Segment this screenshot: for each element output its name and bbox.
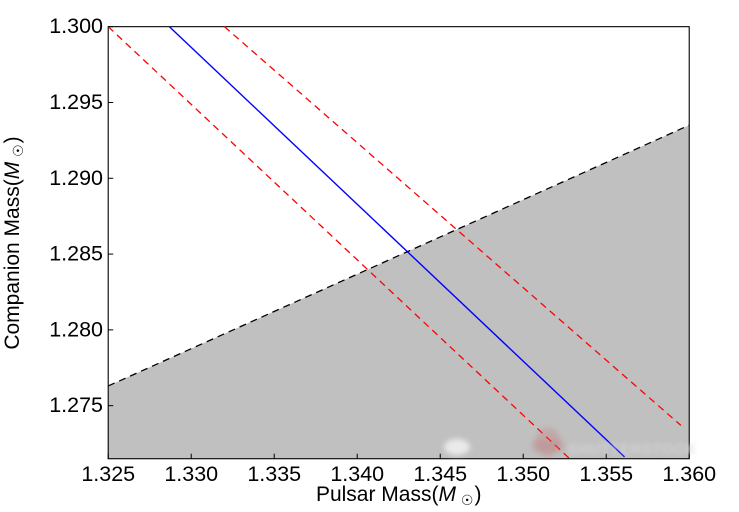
svg-text:1.355: 1.355 bbox=[579, 462, 633, 486]
svg-text:Pulsar Mass(M ☉): Pulsar Mass(M ☉) bbox=[316, 483, 481, 508]
svg-text:1.295: 1.295 bbox=[49, 90, 103, 114]
svg-text:Companion Mass(M ☉): Companion Mass(M ☉) bbox=[1, 136, 26, 349]
svg-text:1.325: 1.325 bbox=[81, 462, 135, 486]
svg-text:1.280: 1.280 bbox=[49, 317, 103, 341]
svg-text:SHUTTERSTOCK: SHUTTERSTOCK bbox=[567, 441, 696, 458]
svg-text:1.360: 1.360 bbox=[662, 462, 716, 486]
svg-text:1.285: 1.285 bbox=[49, 242, 103, 266]
svg-text:1.300: 1.300 bbox=[49, 14, 103, 38]
svg-text:1.350: 1.350 bbox=[496, 462, 550, 486]
svg-text:1.275: 1.275 bbox=[49, 393, 103, 417]
svg-text:1.335: 1.335 bbox=[247, 462, 301, 486]
svg-text:1.330: 1.330 bbox=[164, 462, 218, 486]
svg-text:1.290: 1.290 bbox=[49, 166, 103, 190]
